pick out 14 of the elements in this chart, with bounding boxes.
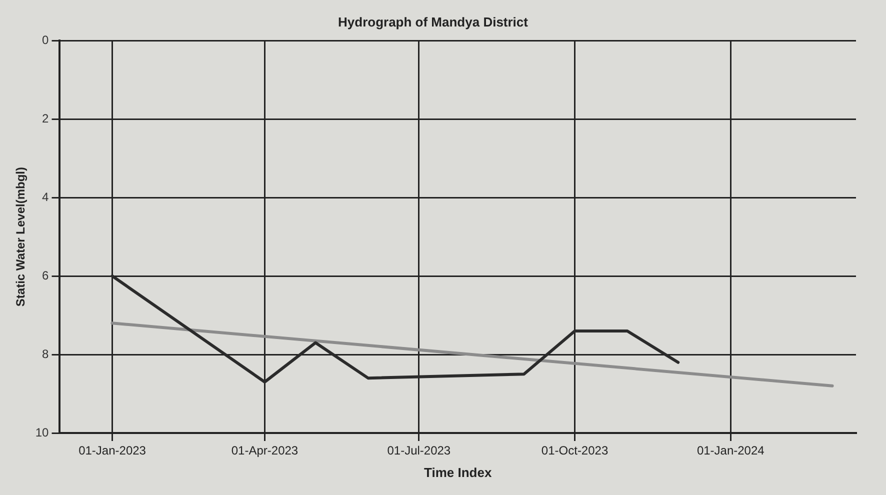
chart-title: Hydrograph of Mandya District — [338, 14, 529, 30]
y-tick-label: 4 — [42, 190, 50, 204]
y-tick-label: 10 — [35, 425, 50, 440]
x-tick-label: 01-Jan-2024 — [696, 444, 765, 458]
x-tick-label: 01-Oct-2023 — [541, 444, 608, 458]
y-tick-label: 6 — [42, 268, 50, 282]
y-tick-label: 8 — [42, 346, 50, 361]
x-tick-label: 01-Apr-2023 — [231, 444, 298, 458]
x-tick-label: 01-Jan-2023 — [78, 444, 146, 458]
y-axis-title: Static Water Level(mbgl) — [14, 167, 28, 307]
x-tick-label: 01-Jul-2023 — [387, 444, 451, 458]
y-tick-label: 2 — [42, 111, 50, 126]
x-axis-title: Time Index — [424, 464, 492, 480]
y-tick-label: 0 — [42, 32, 50, 47]
